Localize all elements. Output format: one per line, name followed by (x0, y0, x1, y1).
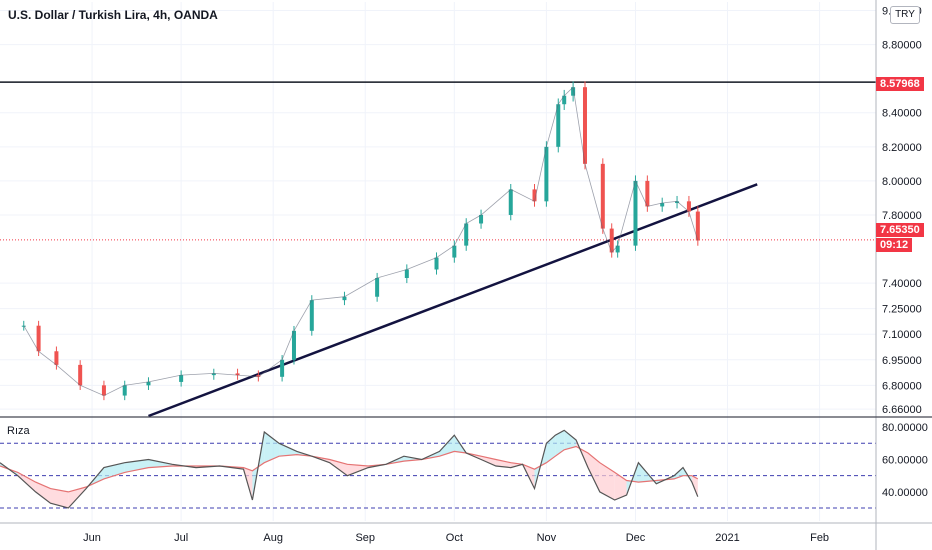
candle-body[interactable] (342, 296, 347, 301)
candle-body[interactable] (122, 385, 127, 396)
price-tick-label: 8.20000 (882, 142, 922, 154)
candle-body[interactable] (562, 95, 567, 105)
candle-body[interactable] (508, 189, 513, 215)
gridlines (0, 2, 876, 521)
candle-body[interactable] (660, 203, 665, 207)
candle-body[interactable] (571, 87, 576, 96)
indicator-fill (691, 475, 698, 497)
last-price-badge: 7.65350 (876, 223, 924, 237)
indicator-fill (587, 453, 600, 492)
indicator-fill (555, 430, 565, 457)
candle-body[interactable] (556, 104, 561, 147)
candle-body[interactable] (434, 257, 439, 270)
time-tick-label: Nov (537, 532, 557, 544)
candle-body[interactable] (404, 269, 409, 278)
candle-body[interactable] (211, 373, 216, 376)
candle-body[interactable] (582, 87, 587, 164)
price-tick-label: 8.80000 (882, 40, 922, 52)
indicator-line (0, 429, 699, 509)
time-tick-label: 2021 (715, 532, 739, 544)
time-tick-label: Feb (810, 532, 829, 544)
candle-body[interactable] (633, 180, 638, 246)
price-tick-label: 7.25000 (882, 304, 922, 316)
price-tick-label: 7.40000 (882, 278, 922, 290)
time-tick-label: Dec (626, 532, 646, 544)
time-tick-label: Sep (355, 532, 375, 544)
indicator-fill (264, 431, 280, 463)
indicator-fill (347, 464, 369, 476)
candle-body[interactable] (686, 201, 691, 212)
candle-body[interactable] (375, 278, 380, 297)
time-tick-label: Oct (446, 532, 463, 544)
indicator-fill (599, 462, 615, 500)
signal-line (0, 445, 699, 493)
candle-body[interactable] (464, 223, 469, 246)
candle-body[interactable] (179, 375, 184, 382)
candle-body[interactable] (235, 373, 240, 376)
indicator-fill (614, 472, 627, 500)
chart-title: U.S. Dollar / Turkish Lira, 4h, OANDA (8, 8, 218, 22)
indicator-fill (439, 435, 455, 457)
time-tick-label: Jul (174, 532, 188, 544)
time-tick-label: Jun (83, 532, 101, 544)
price-tick-label: 7.80000 (882, 210, 922, 222)
candle-body[interactable] (675, 201, 680, 204)
candle-body[interactable] (146, 381, 151, 386)
candle-body[interactable] (291, 330, 296, 360)
candle-body[interactable] (615, 245, 620, 253)
price-path (23, 86, 699, 397)
candle-body[interactable] (479, 214, 484, 224)
indicator-fill (564, 430, 577, 450)
candle-body[interactable] (280, 359, 285, 377)
indicator-fill (17, 472, 36, 492)
candle-body[interactable] (36, 325, 41, 352)
candle-body[interactable] (532, 189, 537, 202)
time-tick-label: Aug (263, 532, 283, 544)
candle-body[interactable] (309, 300, 314, 331)
candle-body[interactable] (54, 351, 59, 365)
price-panel[interactable] (0, 81, 876, 418)
resistance-price-badge: 8.57968 (876, 77, 924, 91)
candle-body[interactable] (256, 375, 261, 377)
candle-body[interactable] (600, 163, 605, 229)
price-tick-label: 6.66000 (882, 404, 922, 416)
indicator-fill (124, 459, 149, 473)
candle-body[interactable] (101, 385, 106, 396)
candle-body[interactable] (609, 228, 614, 253)
indicator-tick-label: 60.00000 (882, 454, 928, 466)
indicator-tick-label: 80.00000 (882, 422, 928, 434)
countdown-badge: 09:12 (876, 238, 913, 252)
candle-body[interactable] (452, 245, 457, 258)
price-tick-label: 6.80000 (882, 380, 922, 392)
candle-body[interactable] (78, 364, 83, 386)
indicator-fill (495, 459, 511, 468)
candle-body[interactable] (544, 146, 549, 202)
indicator-fill (50, 488, 69, 509)
currency-button[interactable]: TRY (890, 6, 920, 24)
candle-body[interactable] (695, 211, 700, 241)
candle-body[interactable] (645, 180, 650, 207)
support-trendline[interactable] (148, 183, 758, 418)
indicator-panel[interactable] (0, 429, 876, 509)
price-tick-label: 8.40000 (882, 108, 922, 120)
price-tick-label: 8.00000 (882, 176, 922, 188)
price-tick-label: 7.10000 (882, 329, 922, 341)
indicator-tick-label: 40.00000 (882, 487, 928, 499)
indicator-name: Rıza (7, 425, 30, 437)
price-tick-label: 6.95000 (882, 355, 922, 367)
indicator-fill (279, 443, 297, 457)
indicator-fill (148, 459, 173, 468)
